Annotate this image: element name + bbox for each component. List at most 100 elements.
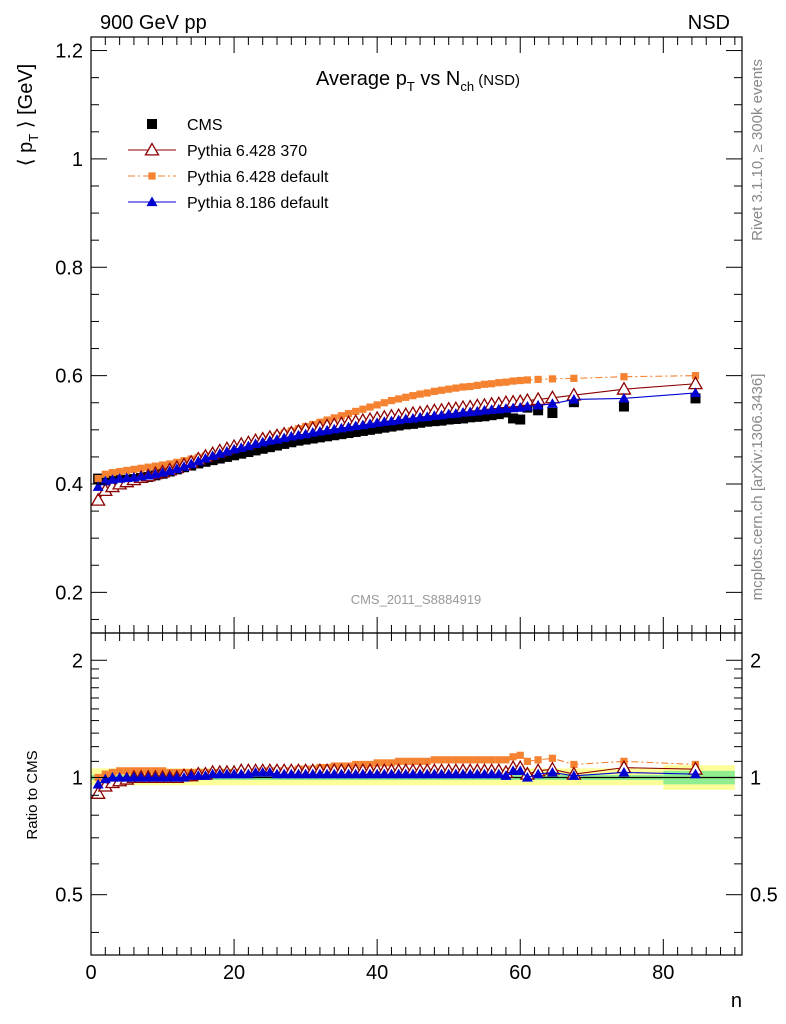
ratio-series-2-point-16 [207, 768, 219, 779]
ratio-series-2-point-50 [450, 768, 462, 779]
main-series-2-point-65 [691, 372, 700, 380]
ratio-series-2-point-47 [428, 768, 440, 779]
ratio-series-2-point-43 [400, 768, 412, 779]
main-series-3-point-62 [546, 398, 558, 408]
ratio-series-2-point-41 [385, 768, 397, 779]
main-series-2-point-54 [480, 380, 489, 388]
main-series-3-point-60 [521, 401, 533, 411]
ratio-series-1-point-63 [570, 760, 578, 769]
main-series-0-point-24 [264, 442, 275, 453]
ratio-series-1-point-44 [409, 757, 417, 765]
ratio-series-2-point-28 [292, 768, 304, 779]
ratio-series-2-point-27 [285, 768, 297, 779]
ratio-series-2-point-51 [457, 768, 469, 779]
main-series-0-point-39 [372, 423, 383, 434]
main-series-0-point-38 [365, 424, 375, 435]
main-series-2-point-55 [488, 380, 496, 388]
main-series-0-point-16 [207, 455, 218, 466]
ratio-series-1-point-59 [516, 751, 524, 759]
main-series-0-point-48 [436, 415, 447, 426]
ratio-series-2-point-48 [436, 768, 448, 779]
main-series-0-point-58 [508, 413, 519, 424]
ratio-series-2-point-32 [321, 768, 333, 779]
main-series-3-point-63 [568, 393, 580, 404]
main-series-0-point-28 [293, 435, 304, 446]
x-axis-label: n [731, 990, 742, 1012]
ratio-series-2-point-37 [357, 768, 369, 779]
main-series-0-point-46 [422, 416, 433, 427]
main-series-2-point-0 [94, 474, 102, 483]
main-series-3-point-13 [185, 458, 197, 469]
ratio-series-2-point-54 [478, 768, 490, 779]
main-y-tick-label-3: 0.8 [55, 257, 83, 279]
main-series-2-point-52 [466, 382, 474, 391]
main-series-2-point-36 [352, 407, 360, 415]
main-series-3-point-0 [92, 481, 104, 491]
ratio-series-2-point-30 [307, 768, 319, 779]
legend-marker-3 [146, 196, 158, 207]
main-series-0 [93, 393, 701, 486]
main-series-0-point-51 [458, 413, 468, 424]
main-series-2-point-39 [373, 401, 381, 409]
main-series-0-point-56 [493, 409, 504, 420]
ratio-series-2-point-65 [690, 768, 701, 779]
main-series-0-point-54 [479, 411, 490, 422]
main-series-2-point-56 [495, 379, 503, 387]
ratio-y-tick-label-left-0: 0.5 [55, 885, 83, 907]
ratio-series-2-point-33 [328, 768, 340, 779]
main-series-0-point-34 [336, 429, 347, 440]
main-series-2-point-61 [534, 375, 542, 384]
plot-title: Average pT vs Nch (NSD) [316, 68, 520, 94]
main-series-2-point-34 [337, 412, 345, 420]
main-series-0-point-26 [279, 438, 290, 449]
main-series-2-point-60 [523, 376, 531, 384]
ratio-series-1-point-55 [488, 756, 496, 764]
ratio-series-2-point-24 [264, 766, 276, 777]
ratio-series-1-point-42 [395, 757, 403, 765]
ratio-series-1-point-48 [437, 756, 446, 764]
main-series-0-point-64 [618, 401, 629, 412]
legend-marker-2 [148, 172, 156, 180]
header-right: NSD [688, 12, 730, 34]
legend-label-0: CMS [187, 117, 223, 134]
main-series-1-point-65 [687, 375, 704, 390]
ratio-series-2-point-5 [128, 771, 140, 782]
ratio-series-1-point-61 [534, 756, 542, 764]
main-series-0-point-21 [243, 447, 254, 458]
ratio-series-1-point-56 [495, 756, 503, 764]
main-series-0-point-18 [221, 451, 232, 462]
ratio-series-2-point-56 [493, 768, 505, 779]
ratio-series-2-point-61 [532, 768, 544, 779]
ratio-series-1-point-49 [445, 756, 453, 764]
x-tick-label-0: 0 [85, 962, 96, 984]
ratio-series-1-point-51 [459, 756, 467, 764]
ratio-series-2-point-44 [407, 768, 419, 779]
main-series-2-point-4 [123, 466, 131, 475]
header-left: 900 GeV pp [100, 12, 207, 34]
main-y-tick-label-1: 0.4 [55, 474, 83, 496]
ratio-series-2-point-19 [228, 768, 240, 779]
ratio-series-2-point-4 [121, 771, 133, 782]
x-tick-label-3: 60 [509, 962, 531, 984]
main-series-3-point-12 [178, 461, 190, 471]
main-series-2-point-50 [452, 384, 460, 392]
ratio-series-2-point-60 [521, 771, 533, 782]
ratio-series-2 [92, 765, 701, 789]
ratio-series-2-point-25 [271, 768, 283, 779]
ratio-axes: 0.5 0.51 12 20 20 40 60 80 [55, 633, 778, 984]
ratio-series-1-point-41 [387, 759, 396, 767]
ratio-series-2-point-62 [546, 766, 558, 777]
main-series-3-point-15 [199, 453, 211, 463]
legend-label-1: Pythia 6.428 370 [187, 143, 307, 160]
main-series-2-point-58 [509, 377, 517, 385]
legend-item-1: Pythia 6.428 370 [128, 142, 307, 160]
main-series-2-point-40 [380, 399, 388, 407]
ratio-series-1-point-57 [502, 756, 510, 764]
ratio-series-2-point-0 [92, 778, 104, 789]
ratio-series-2-point-14 [192, 770, 204, 780]
main-series-2-point-47 [430, 387, 438, 395]
ratio-series-2-point-57 [500, 770, 512, 780]
main-series-0-point-50 [450, 413, 461, 424]
main-series-0-point-41 [386, 421, 397, 432]
legend-label-2: Pythia 6.428 default [187, 169, 329, 186]
